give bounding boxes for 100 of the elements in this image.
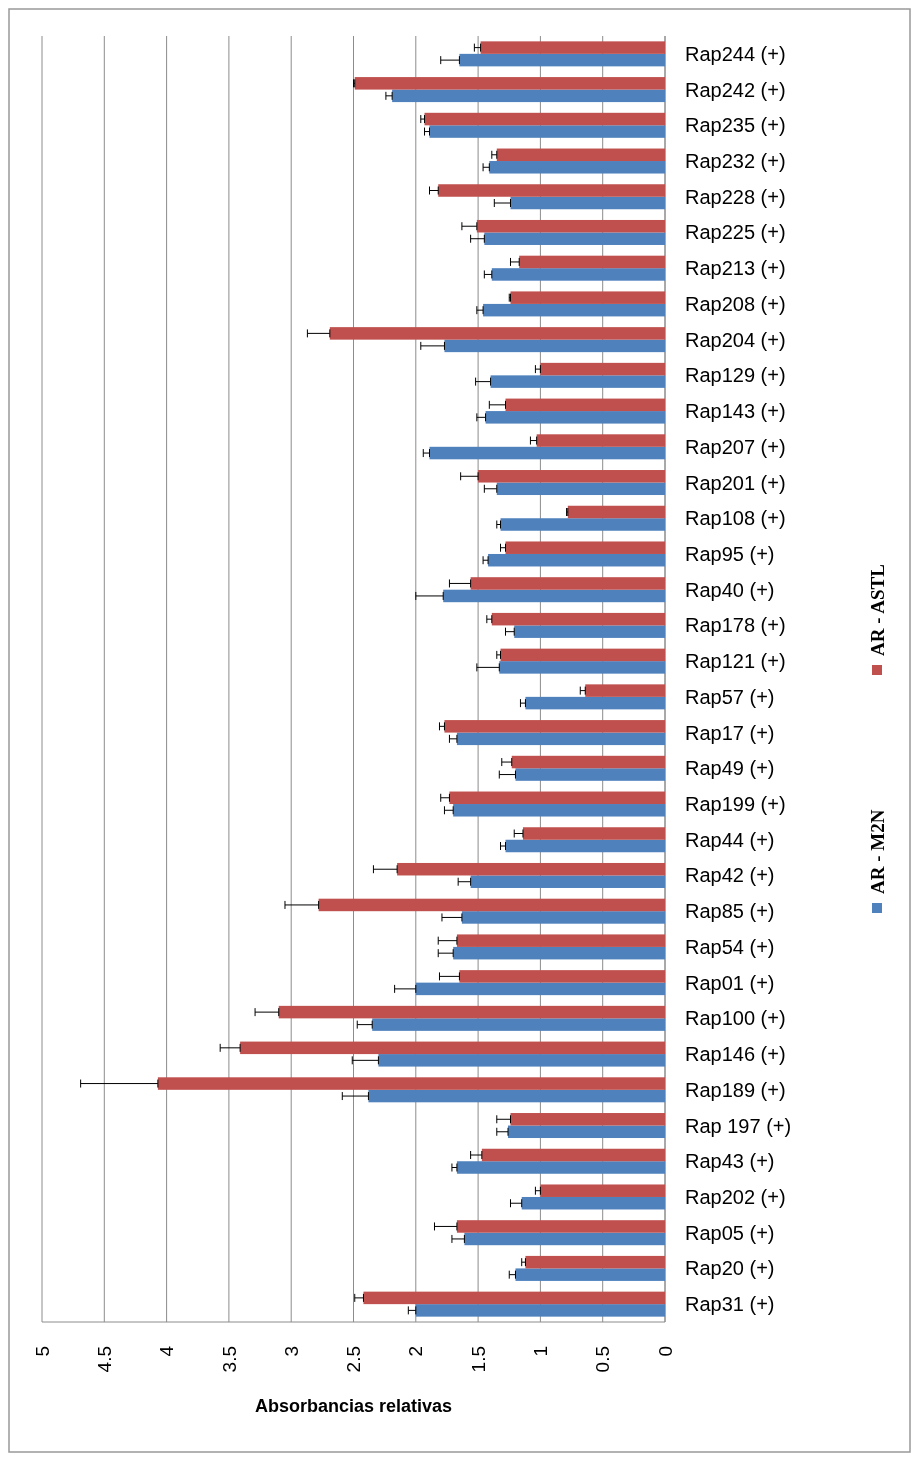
bar <box>500 648 665 662</box>
bar <box>484 232 665 245</box>
y-tick-label: Rap 197 (+) <box>685 1114 792 1137</box>
bar <box>444 339 665 353</box>
y-tick-label: Rap178 (+) <box>685 614 786 637</box>
bar <box>510 291 665 304</box>
y-tick-label: Rap42 (+) <box>685 864 775 887</box>
x-tick-label: 2 <box>405 1346 427 1357</box>
bar <box>499 661 665 674</box>
y-tick-label: Rap108 (+) <box>685 507 786 530</box>
bar <box>429 125 665 138</box>
bar <box>318 898 665 912</box>
y-tick-label: Rap225 (+) <box>685 221 786 244</box>
bar <box>500 518 665 531</box>
bar <box>354 77 665 90</box>
bar <box>461 911 665 924</box>
bar <box>519 255 665 269</box>
x-axis-title: Absorbancias relativas <box>254 1396 453 1416</box>
bar <box>481 1148 665 1162</box>
bar <box>536 434 665 447</box>
bar <box>508 1125 665 1139</box>
x-tick-label: 1.5 <box>467 1346 489 1373</box>
x-tick-label: 5 <box>31 1346 53 1357</box>
bar <box>424 112 665 126</box>
bar <box>368 1089 665 1103</box>
bar <box>470 875 665 888</box>
y-tick-label: Rap43 (+) <box>685 1150 775 1173</box>
bar <box>525 1255 665 1269</box>
bar <box>510 196 665 210</box>
y-tick-label: Rap201 (+) <box>685 471 786 494</box>
y-tick-label: Rap235 (+) <box>685 114 786 137</box>
x-tick-label: 0 <box>654 1346 676 1357</box>
bar <box>505 541 665 554</box>
bar <box>510 1113 665 1126</box>
x-tick-label: 4.5 <box>93 1346 115 1373</box>
bar <box>490 375 665 388</box>
y-tick-label: Rap121 (+) <box>685 650 786 673</box>
bar <box>444 720 665 733</box>
y-tick-label: Rap228 (+) <box>685 185 786 208</box>
bar <box>483 303 665 317</box>
x-tick-label: 1 <box>530 1346 552 1357</box>
x-tick-label: 2.5 <box>343 1346 365 1373</box>
bar <box>397 862 665 876</box>
bar <box>329 327 665 340</box>
bar <box>521 1196 665 1210</box>
x-tick-label: 3.5 <box>218 1346 240 1373</box>
bar <box>443 589 665 603</box>
bar <box>540 1184 665 1197</box>
bar <box>470 577 665 590</box>
y-tick-label: Rap129 (+) <box>685 364 786 387</box>
bar <box>515 1268 665 1281</box>
bar <box>392 89 665 103</box>
bar <box>240 1041 665 1055</box>
bar <box>505 839 665 853</box>
y-tick-label: Rap17 (+) <box>685 721 775 744</box>
y-tick-label: Rap207 (+) <box>685 435 786 458</box>
bar <box>429 446 665 460</box>
bar <box>456 1220 665 1233</box>
bar <box>491 612 665 626</box>
y-tick-label: Rap20 (+) <box>685 1257 775 1280</box>
bar <box>476 219 665 233</box>
bar <box>157 1077 665 1090</box>
bar <box>415 1304 665 1317</box>
bar <box>522 827 665 840</box>
bar <box>415 982 665 996</box>
bar <box>378 1054 665 1067</box>
bar <box>525 696 665 710</box>
text: AR - M2N <box>866 809 888 894</box>
bar <box>585 684 665 697</box>
bar <box>491 268 665 281</box>
bar <box>372 1018 665 1031</box>
y-tick-label: Rap143 (+) <box>685 400 786 423</box>
y-tick-label: Rap232 (+) <box>685 150 786 173</box>
x-tick-label: 3 <box>280 1346 302 1357</box>
y-tick-label: Rap244 (+) <box>685 42 786 65</box>
y-tick-label: Rap242 (+) <box>685 78 786 101</box>
bar <box>488 553 665 567</box>
bar <box>464 1232 665 1246</box>
bar <box>278 1005 665 1019</box>
bar <box>496 482 665 496</box>
y-tick-label: Rap208 (+) <box>685 292 786 315</box>
y-tick-label: Rap57 (+) <box>685 685 775 708</box>
bar <box>505 398 665 412</box>
bar <box>540 362 665 376</box>
x-tick-label: 4 <box>156 1345 178 1357</box>
bar <box>514 625 665 638</box>
y-tick-label: Rap49 (+) <box>685 757 775 780</box>
bar <box>485 411 665 424</box>
y-tick-label: Rap44 (+) <box>685 828 775 851</box>
y-tick-label: Rap31 (+) <box>685 1293 775 1316</box>
bar <box>515 768 665 781</box>
bar <box>459 970 665 983</box>
bar <box>363 1291 665 1305</box>
y-tick-label: Rap95 (+) <box>685 542 775 565</box>
y-tick-label: Rap204 (+) <box>685 328 786 351</box>
bar <box>478 470 665 483</box>
y-tick-label: Rap05 (+) <box>685 1221 775 1244</box>
y-tick-label: Rap146 (+) <box>685 1043 786 1066</box>
y-tick-label: Rap202 (+) <box>685 1185 786 1208</box>
bar <box>511 755 665 769</box>
